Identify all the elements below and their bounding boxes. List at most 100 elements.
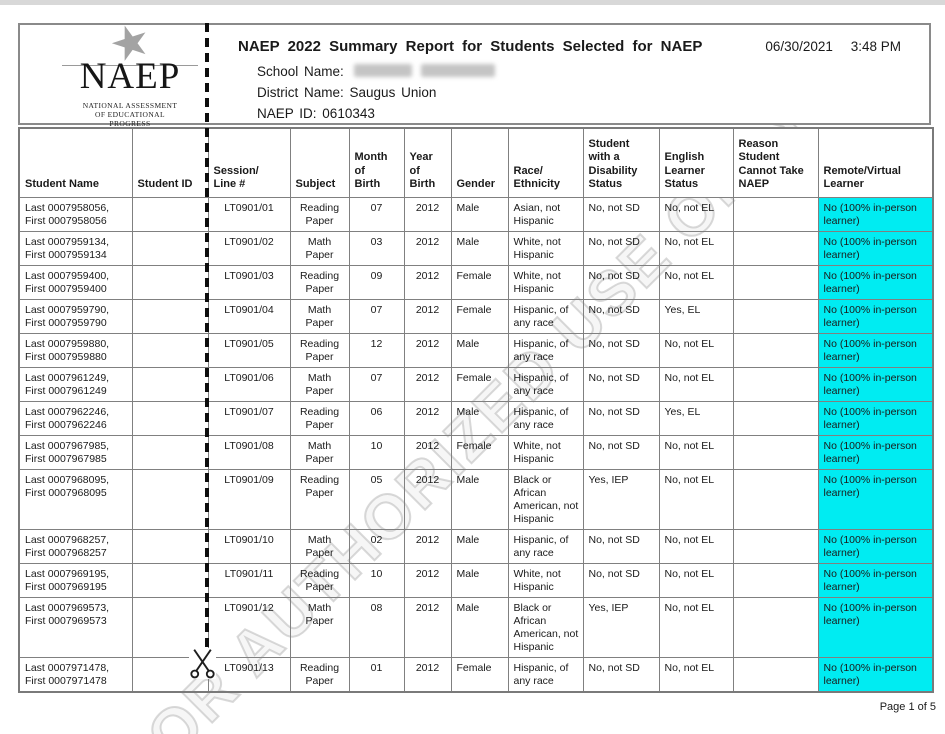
cell-disability-status: Yes, IEP: [582, 596, 660, 658]
cell-session-line: LT0901/06: [207, 366, 291, 402]
cell-subject: Reading Paper: [289, 656, 350, 692]
cell-english-learner-status: No, not EL: [658, 562, 734, 598]
cell-reason-cannot-take: [732, 596, 819, 658]
cell-student-id: [131, 196, 209, 232]
cell-subject: Reading Paper: [289, 468, 350, 530]
cell-reason-cannot-take: [732, 528, 819, 564]
cell-year-of-birth: 2012: [403, 656, 452, 692]
cell-race-ethnicity: Hispanic, of any race: [507, 366, 584, 402]
student-table: Student Name Student ID Session/ Line # …: [18, 127, 934, 693]
cell-remote-virtual-learner: No (100% in-person learner): [817, 332, 934, 368]
cell-disability-status: No, not SD: [582, 528, 660, 564]
table-row: Last 0007959790, First 0007959790 LT0901…: [18, 298, 934, 334]
col-header-subject: Subject: [289, 127, 350, 198]
col-header-race-ethnicity: Race/ Ethnicity: [507, 127, 584, 198]
cell-remote-virtual-learner: No (100% in-person learner): [817, 562, 934, 598]
cell-english-learner-status: No, not EL: [658, 264, 734, 300]
cell-race-ethnicity: Hispanic, of any race: [507, 528, 584, 564]
cell-english-learner-status: No, not EL: [658, 230, 734, 266]
report-title: NAEP 2022 Summary Report for Students Se…: [238, 38, 703, 55]
cell-student-id: [131, 528, 209, 564]
cell-disability-status: No, not SD: [582, 264, 660, 300]
cell-student-id: [131, 332, 209, 368]
cell-month-of-birth: 10: [348, 434, 405, 470]
report-header: ★ NAEP NATIONAL ASSESSMENT OF EDUCATIONA…: [18, 11, 931, 128]
cell-race-ethnicity: White, not Hispanic: [507, 230, 584, 266]
naep-id-label: NAEP ID:: [257, 106, 317, 121]
cell-student-id: [131, 366, 209, 402]
cell-reason-cannot-take: [732, 366, 819, 402]
cell-gender: Female: [450, 366, 509, 402]
cell-student-id: [131, 596, 209, 658]
cell-disability-status: No, not SD: [582, 366, 660, 402]
cell-subject: Math Paper: [289, 434, 350, 470]
cell-student-name: Last 0007968257, First 0007968257: [18, 528, 133, 564]
cell-session-line: LT0901/04: [207, 298, 291, 334]
cell-month-of-birth: 03: [348, 230, 405, 266]
naep-id-value: 0610343: [322, 106, 375, 121]
cell-session-line: LT0901/10: [207, 528, 291, 564]
cell-remote-virtual-learner: No (100% in-person learner): [817, 230, 934, 266]
cell-remote-virtual-learner: No (100% in-person learner): [817, 434, 934, 470]
col-header-year-of-birth: Year of Birth: [403, 127, 452, 198]
cell-gender: Female: [450, 264, 509, 300]
col-header-disability-status: Student with a Disability Status: [582, 127, 660, 198]
cell-gender: Male: [450, 400, 509, 436]
cell-race-ethnicity: Black or African American, not Hispanic: [507, 468, 584, 530]
cell-reason-cannot-take: [732, 264, 819, 300]
table-row: Last 0007969195, First 0007969195 LT0901…: [18, 562, 934, 598]
cell-session-line: LT0901/07: [207, 400, 291, 436]
cell-year-of-birth: 2012: [403, 562, 452, 598]
cell-reason-cannot-take: [732, 434, 819, 470]
table-row: Last 0007969573, First 0007969573 LT0901…: [18, 596, 934, 658]
printed-time: 3:48 PM: [850, 39, 901, 54]
district-name-label: District Name:: [257, 85, 344, 100]
cell-student-id: [131, 434, 209, 470]
cell-subject: Reading Paper: [289, 562, 350, 598]
cell-session-line: LT0901/03: [207, 264, 291, 300]
cell-session-line: LT0901/08: [207, 434, 291, 470]
district-name-line: District Name: Saugus Union: [257, 82, 495, 103]
cell-student-name: Last 0007959400, First 0007959400: [18, 264, 133, 300]
cell-month-of-birth: 12: [348, 332, 405, 368]
table-row: Last 0007958056, First 0007958056 LT0901…: [18, 196, 934, 232]
cell-subject: Reading Paper: [289, 196, 350, 232]
table-row: Last 0007962246, First 0007962246 LT0901…: [18, 400, 934, 436]
cell-english-learner-status: No, not EL: [658, 656, 734, 692]
cell-english-learner-status: No, not EL: [658, 332, 734, 368]
cell-student-id: [131, 298, 209, 334]
cell-session-line: LT0901/01: [207, 196, 291, 232]
table-row: Last 0007959400, First 0007959400 LT0901…: [18, 264, 934, 300]
cell-reason-cannot-take: [732, 196, 819, 232]
window-top-strip: [0, 0, 945, 5]
cell-session-line: LT0901/09: [207, 468, 291, 530]
school-name-label: School Name:: [257, 64, 344, 79]
cell-student-id: [131, 264, 209, 300]
cell-subject: Math Paper: [289, 298, 350, 334]
school-info: School Name: District Name: Saugus Union…: [257, 61, 495, 124]
table-row: Last 0007971478, First 0007971478 LT0901…: [18, 656, 934, 692]
cell-subject: Reading Paper: [289, 400, 350, 436]
cell-month-of-birth: 05: [348, 468, 405, 530]
cell-disability-status: No, not SD: [582, 562, 660, 598]
cell-remote-virtual-learner: No (100% in-person learner): [817, 298, 934, 334]
cell-gender: Male: [450, 196, 509, 232]
cell-subject: Math Paper: [289, 230, 350, 266]
col-header-gender: Gender: [450, 127, 509, 198]
cell-subject: Reading Paper: [289, 332, 350, 368]
student-table-wrap: Student Name Student ID Session/ Line # …: [18, 127, 934, 693]
school-name-redacted: [353, 64, 412, 78]
cell-subject: Math Paper: [289, 366, 350, 402]
cell-english-learner-status: No, not EL: [658, 366, 734, 402]
cell-year-of-birth: 2012: [403, 196, 452, 232]
cell-race-ethnicity: White, not Hispanic: [507, 434, 584, 470]
cell-year-of-birth: 2012: [403, 264, 452, 300]
table-row: Last 0007959880, First 0007959880 LT0901…: [18, 332, 934, 368]
cell-subject: Math Paper: [289, 528, 350, 564]
cell-english-learner-status: Yes, EL: [658, 298, 734, 334]
cell-student-name: Last 0007959134, First 0007959134: [18, 230, 133, 266]
cell-gender: Male: [450, 468, 509, 530]
school-name-line: School Name:: [257, 61, 495, 82]
cell-gender: Male: [450, 596, 509, 658]
